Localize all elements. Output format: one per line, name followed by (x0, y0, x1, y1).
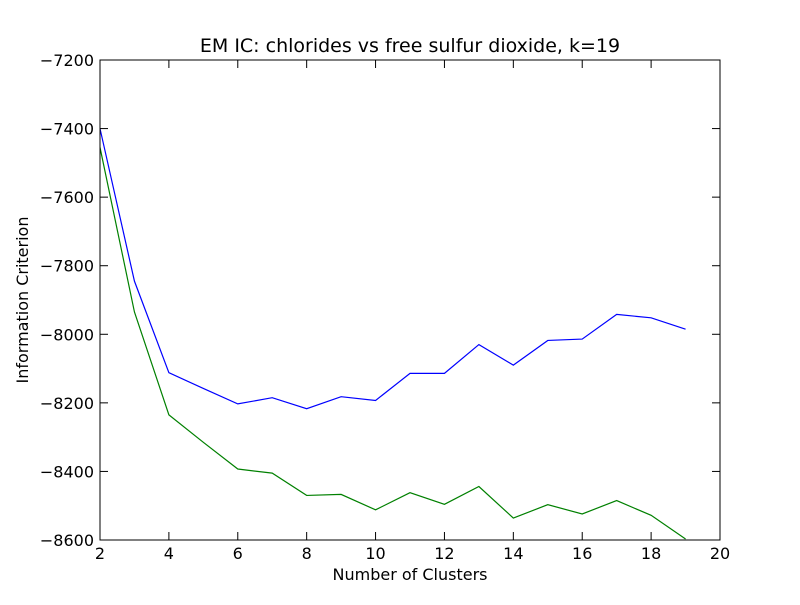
plot-area (100, 60, 720, 540)
y-tick-label: −8400 (40, 462, 94, 481)
series-line-1 (100, 128, 686, 410)
y-tick-label: −7400 (40, 120, 94, 139)
x-tick-label: 12 (434, 544, 454, 563)
x-tick-label: 6 (233, 544, 243, 563)
x-tick-label: 14 (503, 544, 523, 563)
y-tick-label: −8200 (40, 394, 94, 413)
x-tick-label: 4 (164, 544, 174, 563)
x-tick-label: 8 (302, 544, 312, 563)
y-tick-label: −7200 (40, 51, 94, 70)
ticks-layer: 2 4 6 8 10 12 14 16 18 20 −7200 −7400 −7600 −7800 −800… (40, 51, 730, 563)
y-tick-label: −8000 (40, 325, 94, 344)
x-tick-label: 16 (572, 544, 592, 563)
y-axis-label: Information Criterion (13, 217, 32, 384)
series-layer (100, 128, 686, 540)
plot-frame (99, 59, 721, 541)
x-tick-label: 2 (95, 544, 105, 563)
x-tick-label: 20 (710, 544, 730, 563)
chart-title: EM IC: chlorides vs free sulfur dioxide,… (200, 35, 620, 57)
x-tick-label: 10 (365, 544, 385, 563)
x-axis-label: Number of Clusters (333, 565, 488, 584)
y-tick-label: −7800 (40, 257, 94, 276)
x-tick-label: 18 (641, 544, 661, 563)
y-tick-label: −8600 (40, 531, 94, 550)
series-line-2 (100, 147, 686, 540)
y-tick-label: −7600 (40, 188, 94, 207)
